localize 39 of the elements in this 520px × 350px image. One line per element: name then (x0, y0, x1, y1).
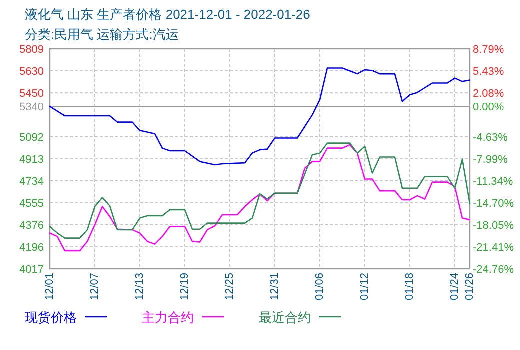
y-tick-label: 5809 (20, 44, 44, 56)
x-tick-label: 12/13 (134, 273, 146, 301)
legend-label: 最近合约 (259, 310, 311, 325)
x-tick-label: 12/01 (44, 273, 56, 301)
legend-label: 现货价格 (25, 310, 77, 325)
x-tick-label: 12/25 (224, 273, 236, 301)
y-tick-label: 4913 (20, 154, 44, 166)
y2-tick-label: -7.99% (473, 154, 508, 166)
x-tick-label: 01/12 (359, 273, 371, 301)
x-tick-label: 01/06 (314, 273, 326, 301)
y-tick-label: 4555 (20, 198, 44, 210)
y2-tick-label: 5.43% (473, 66, 504, 78)
y-tick-label: 4376 (20, 220, 44, 232)
y-tick-label: 5630 (20, 66, 44, 78)
y2-tick-label: 8.79% (473, 44, 504, 56)
x-tick-label: 01/24 (449, 273, 461, 301)
chart-subtitle: 分类:民用气 运输方式:汽运 (25, 27, 179, 42)
y2-tick-label: -4.63% (473, 132, 508, 144)
y-tick-label: 5450 (20, 88, 44, 100)
chart-title: 液化气 山东 生产者价格 2021-12-01 - 2022-01-26 (25, 7, 310, 22)
line-series (49, 68, 471, 166)
x-tick-label: 01/26 (464, 273, 476, 301)
x-tick-label: 12/19 (179, 273, 191, 301)
y2-tick-label: -21.41% (473, 242, 514, 254)
y-tick-label: 4196 (20, 242, 44, 254)
legend-label: 主力合约 (142, 310, 194, 325)
y-tick-label: 5340 (20, 102, 44, 114)
y2-tick-label: -14.70% (473, 198, 514, 210)
y2-tick-label: -24.76% (473, 264, 514, 276)
x-tick-label: 01/18 (404, 273, 416, 301)
y-tick-label: 4017 (20, 264, 44, 276)
x-tick-label: 12/31 (269, 273, 281, 301)
y2-tick-label: 2.08% (473, 88, 504, 100)
y-tick-label: 5092 (20, 132, 44, 144)
x-tick-label: 12/07 (89, 273, 101, 301)
y-tick-label: 4734 (20, 176, 44, 188)
y2-tick-label: -18.05% (473, 220, 514, 232)
y2-tick-label: 0.00% (473, 102, 504, 114)
y2-tick-label: -11.34% (473, 176, 514, 188)
